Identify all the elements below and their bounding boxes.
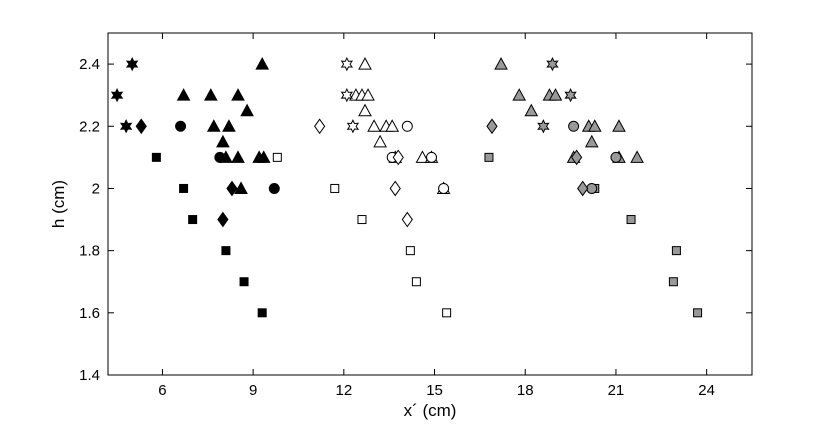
data-point-circle bbox=[214, 151, 226, 163]
data-point-triangle bbox=[176, 88, 191, 101]
data-point-hexagram bbox=[346, 119, 360, 134]
data-point-square bbox=[221, 246, 231, 256]
data-point-triangle bbox=[524, 103, 539, 117]
data-point-hexagram bbox=[340, 88, 354, 103]
data-point-diamond bbox=[401, 211, 413, 228]
data-point-square bbox=[405, 246, 415, 256]
data-point-diamond bbox=[135, 118, 147, 135]
data-point-circle bbox=[568, 120, 580, 132]
data-point-circle bbox=[268, 182, 280, 194]
data-point-triangle bbox=[367, 119, 381, 132]
data-point-triangle bbox=[231, 150, 245, 163]
data-point-square bbox=[188, 215, 198, 225]
y-tick-label: 1.6 bbox=[79, 305, 100, 322]
data-point-triangle bbox=[494, 57, 508, 70]
data-point-triangle bbox=[358, 57, 372, 70]
data-point-diamond bbox=[486, 118, 498, 135]
data-point-triangle bbox=[584, 134, 599, 148]
data-point-diamond bbox=[217, 211, 229, 228]
data-point-square bbox=[179, 183, 189, 193]
data-point-triangle bbox=[548, 88, 563, 101]
data-point-hexagram bbox=[119, 119, 133, 134]
data-point-circle bbox=[610, 151, 622, 163]
data-point-square bbox=[357, 215, 367, 225]
data-point-circle bbox=[438, 182, 450, 194]
data-point-hexagram bbox=[537, 119, 550, 134]
x-tick-label: 12 bbox=[335, 382, 352, 399]
data-point-triangle bbox=[256, 150, 271, 163]
data-point-square bbox=[239, 277, 249, 287]
data-point-triangle bbox=[222, 119, 236, 132]
y-tick-label: 1.4 bbox=[79, 367, 100, 384]
x-tick-label: 6 bbox=[158, 382, 166, 399]
data-point-triangle bbox=[203, 88, 218, 101]
data-point-circle bbox=[401, 120, 413, 132]
y-tick-label: 1.8 bbox=[79, 243, 100, 260]
data-point-triangle bbox=[358, 103, 372, 117]
data-point-square bbox=[442, 308, 452, 318]
x-tick-label: 15 bbox=[426, 382, 443, 399]
axis-ticks: 6 9 12 15 18 21 24 1.4 1.6 1.8 2 2.2 2.4 bbox=[79, 33, 752, 399]
data-point-triangle bbox=[415, 150, 430, 163]
data-point-square bbox=[693, 308, 703, 318]
x-tick-label: 24 bbox=[698, 382, 715, 399]
x-tick-label: 21 bbox=[608, 382, 625, 399]
y-tick-label: 2.4 bbox=[79, 56, 100, 73]
data-point-square bbox=[272, 152, 282, 162]
data-point-square bbox=[626, 215, 636, 225]
data-point-diamond bbox=[392, 149, 404, 166]
data-point-square bbox=[484, 152, 494, 162]
data-point-triangle bbox=[255, 57, 270, 70]
data-point-triangle bbox=[206, 119, 221, 132]
data-point-diamond bbox=[389, 180, 401, 197]
data-point-triangle bbox=[240, 103, 254, 117]
data-point-triangle bbox=[234, 181, 248, 194]
data-point-square bbox=[671, 246, 681, 256]
data-point-circle bbox=[175, 120, 187, 132]
y-axis-label: h (cm) bbox=[49, 180, 68, 228]
data-point-triangle bbox=[512, 88, 527, 101]
data-point-square bbox=[151, 152, 161, 162]
x-tick-label: 9 bbox=[249, 382, 257, 399]
data-point-diamond bbox=[571, 149, 583, 166]
data-point-hexagram bbox=[564, 88, 577, 103]
data-point-hexagram bbox=[126, 56, 139, 72]
data-point-triangle bbox=[373, 134, 387, 148]
data-point-hexagram bbox=[546, 56, 559, 72]
data-point-square bbox=[668, 277, 678, 287]
data-point-triangle bbox=[231, 88, 245, 101]
data-point-diamond bbox=[314, 118, 326, 135]
chart-marks bbox=[110, 56, 703, 318]
data-point-triangle bbox=[385, 119, 400, 132]
data-point-diamond bbox=[226, 180, 238, 197]
data-point-square bbox=[330, 183, 340, 193]
x-tick-label: 18 bbox=[517, 382, 534, 399]
data-point-diamond bbox=[577, 180, 589, 197]
data-point-hexagram bbox=[340, 56, 354, 72]
data-point-triangle bbox=[216, 134, 230, 148]
x-axis-label: x´ (cm) bbox=[404, 401, 457, 420]
data-point-circle bbox=[426, 151, 438, 163]
data-point-triangle bbox=[630, 150, 644, 163]
y-tick-label: 2.2 bbox=[79, 118, 100, 135]
data-point-square bbox=[257, 308, 267, 318]
plot-frame bbox=[107, 32, 753, 376]
y-tick-label: 2 bbox=[92, 180, 100, 197]
data-point-square bbox=[411, 277, 421, 287]
data-point-triangle bbox=[361, 88, 375, 101]
data-point-triangle bbox=[612, 119, 626, 132]
data-point-triangle bbox=[587, 119, 602, 132]
data-point-hexagram bbox=[110, 88, 124, 103]
